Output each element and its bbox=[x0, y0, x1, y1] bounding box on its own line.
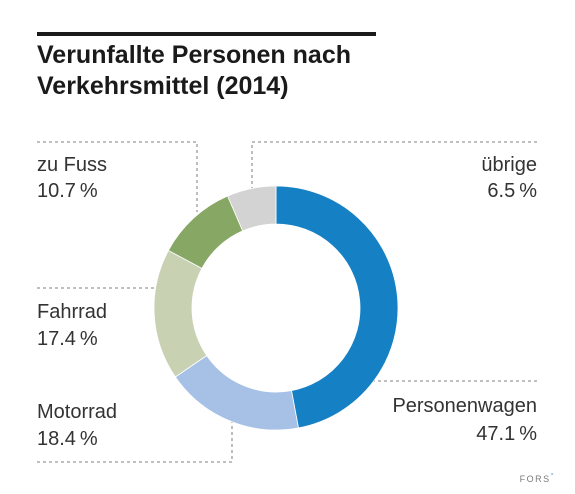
label-name-zu-fuss: zu Fuss bbox=[37, 154, 107, 176]
leader-line-uebrige bbox=[251, 141, 537, 192]
label-name-personenwagen: Personenwagen bbox=[392, 395, 537, 417]
leader-lines bbox=[37, 141, 537, 463]
title-rule bbox=[37, 32, 376, 36]
slice-labels: zu Fuss 10.7 % übrige 6.5 % Fahrrad 17.4… bbox=[37, 154, 537, 450]
label-value-zu-fuss: 10.7 % bbox=[37, 180, 98, 202]
leader-line-zu-fuss bbox=[37, 141, 198, 212]
slice-motorrad bbox=[174, 354, 299, 431]
label-name-fahrrad: Fahrrad bbox=[37, 301, 107, 323]
slice-personenwagen bbox=[275, 185, 399, 429]
chart-title-line-1: Verunfallte Personen nach bbox=[37, 41, 351, 69]
slice-uebrige bbox=[227, 185, 277, 232]
chart-title: Verunfallte Personen nach Verkehrsmittel… bbox=[37, 40, 457, 102]
label-name-uebrige: übrige bbox=[481, 154, 537, 176]
label-value-motorrad: 18.4 % bbox=[37, 428, 98, 450]
brand-name: FORS bbox=[519, 474, 551, 484]
slice-fahrrad bbox=[153, 249, 208, 378]
label-value-personenwagen: 47.1 % bbox=[476, 423, 537, 445]
leader-line-motorrad bbox=[37, 418, 233, 463]
label-value-fahrrad: 17.4 % bbox=[37, 328, 98, 350]
label-value-uebrige: 6.5 % bbox=[487, 180, 537, 202]
brand-logo: FORS° bbox=[520, 473, 555, 484]
brand-mark: ° bbox=[550, 473, 555, 480]
donut-slices bbox=[153, 185, 399, 431]
chart-title-line-2: Verkehrsmittel (2014) bbox=[37, 72, 289, 100]
label-name-motorrad: Motorrad bbox=[37, 401, 117, 423]
